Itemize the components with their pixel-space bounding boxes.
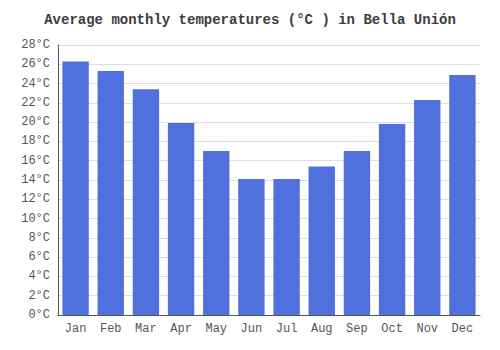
svg-text:Mar: Mar [135, 322, 157, 336]
svg-text:26°C: 26°C [21, 57, 50, 71]
svg-text:Aug: Aug [311, 322, 333, 336]
svg-text:May: May [205, 322, 227, 336]
svg-text:Jun: Jun [241, 322, 263, 336]
svg-text:Apr: Apr [170, 322, 192, 336]
svg-text:2°C: 2°C [28, 289, 50, 303]
svg-text:24°C: 24°C [21, 77, 50, 91]
svg-text:18°C: 18°C [21, 134, 50, 148]
svg-text:28°C: 28°C [21, 38, 50, 52]
svg-text:Dec: Dec [452, 322, 474, 336]
svg-text:22°C: 22°C [21, 96, 50, 110]
svg-text:14°C: 14°C [21, 173, 50, 187]
svg-text:Sep: Sep [346, 322, 368, 336]
svg-text:4°C: 4°C [28, 269, 50, 283]
svg-text:16°C: 16°C [21, 154, 50, 168]
svg-text:Oct: Oct [381, 322, 403, 336]
svg-text:20°C: 20°C [21, 115, 50, 129]
svg-text:12°C: 12°C [21, 192, 50, 206]
svg-text:6°C: 6°C [28, 250, 50, 264]
svg-text:Nov: Nov [416, 322, 438, 336]
svg-text:0°C: 0°C [28, 308, 50, 322]
svg-text:Average monthly temperatures (: Average monthly temperatures (°C ) in Be… [44, 12, 456, 28]
svg-text:Jan: Jan [65, 322, 87, 336]
svg-text:8°C: 8°C [28, 231, 50, 245]
svg-text:Jul: Jul [276, 322, 298, 336]
svg-text:Feb: Feb [100, 322, 122, 336]
svg-text:10°C: 10°C [21, 212, 50, 226]
